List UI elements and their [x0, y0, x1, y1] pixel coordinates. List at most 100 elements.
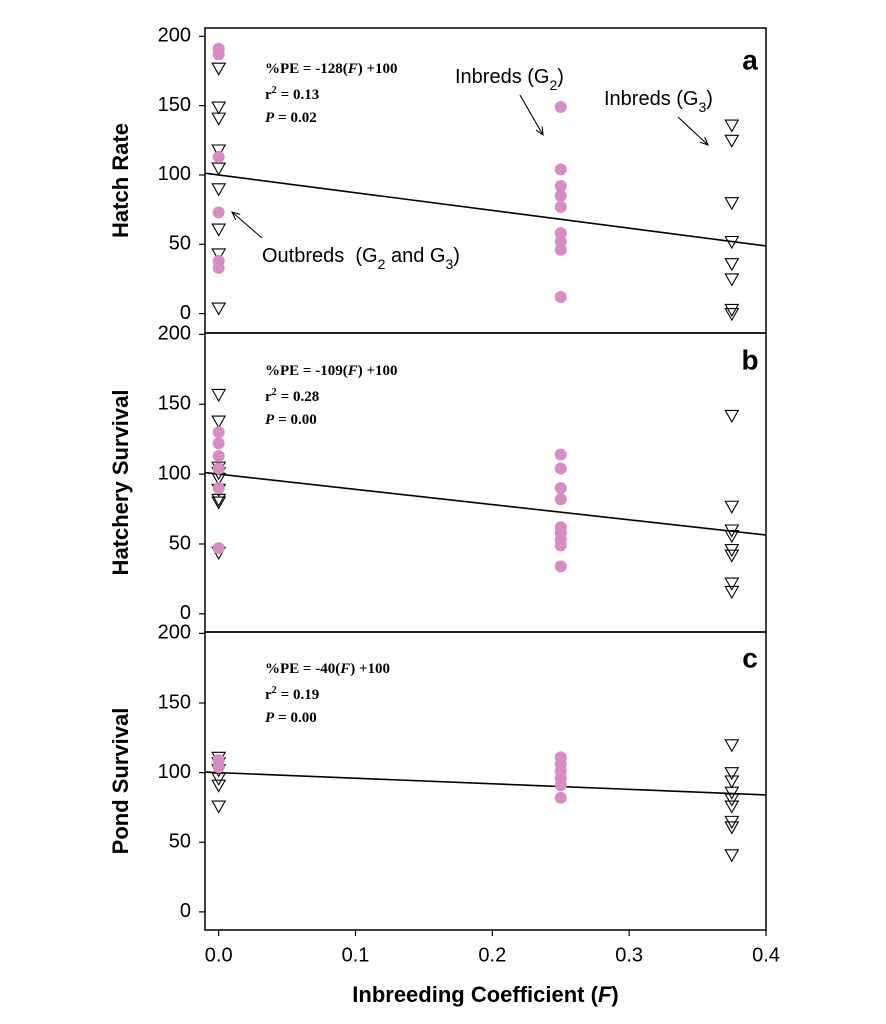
annotation-part: Inbreds (G [604, 88, 698, 110]
equation-part: ) +100 [358, 61, 398, 77]
point [724, 549, 740, 563]
x-tick-label: 0.1 [342, 944, 370, 966]
point [212, 206, 225, 219]
x-tick-label: 0.2 [478, 944, 506, 966]
y-tick-label: 100 [158, 163, 191, 185]
equation: %PE = -109(F) +100 [265, 363, 398, 379]
point [554, 448, 567, 461]
point [212, 261, 225, 274]
x-tick-label: 0.4 [752, 944, 780, 966]
stat-text: = 0.00 [278, 710, 317, 726]
stat-symbol: r [265, 87, 272, 103]
point [724, 585, 740, 600]
point [211, 162, 227, 176]
x-axis-label: Inbreeding Coefficient (F) [352, 982, 618, 1007]
point [724, 767, 740, 781]
stat-text: = 0.13 [281, 87, 320, 103]
point [554, 779, 567, 792]
point [212, 426, 225, 439]
point [724, 308, 740, 322]
point [211, 144, 227, 158]
y-tick-label: 200 [158, 323, 191, 345]
point [212, 449, 225, 462]
annotation-part: ) [706, 88, 713, 110]
point [554, 101, 567, 114]
point [212, 462, 225, 475]
stat-sup: 2 [272, 685, 277, 696]
point [211, 415, 227, 429]
point [211, 223, 227, 237]
point [724, 821, 740, 835]
point [211, 772, 227, 786]
panel-frame [204, 631, 767, 931]
stat: P = 0.02 [265, 110, 317, 126]
point [211, 248, 227, 262]
stat-text: = 0.19 [281, 687, 320, 703]
stat-text: = 0.02 [278, 110, 317, 126]
point [554, 791, 567, 804]
point [724, 258, 740, 272]
point [211, 302, 227, 316]
y-tick-label: 200 [158, 25, 191, 47]
annotation-part: 2 [378, 256, 386, 272]
point [211, 62, 227, 76]
y-tick-label: 100 [158, 761, 191, 783]
stat: r2 = 0.13 [265, 85, 319, 104]
annotation-part: Inbreds (G [455, 66, 549, 88]
point [554, 200, 567, 213]
annotation-part: Outbreds (G [262, 245, 378, 267]
point [554, 235, 567, 248]
point [211, 800, 227, 814]
annotation: Inbreds (G3) [604, 88, 713, 114]
stat-symbol: P [265, 710, 275, 726]
equation-part: ) +100 [350, 661, 390, 677]
annotation-part: 3 [698, 99, 706, 115]
y-tick-label: 50 [169, 233, 191, 255]
y-axis-label: Hatch Rate [108, 123, 133, 238]
annotation-part: 3 [445, 256, 453, 272]
fit-line [204, 771, 767, 796]
point [724, 235, 740, 250]
point [554, 493, 567, 506]
point [554, 227, 567, 240]
annotation-part: ) [557, 66, 564, 88]
x-tick-label: 0.0 [205, 944, 233, 966]
annotation-arrow [232, 212, 263, 239]
point [212, 542, 225, 555]
x-axis-label-part: Inbreeding Coefficient ( [352, 982, 598, 1007]
annotation: Outbreds (G2 and G3) [262, 245, 460, 271]
stat: P = 0.00 [265, 412, 317, 428]
y-axis-label: Hatchery Survival [108, 390, 133, 576]
point [724, 197, 740, 211]
point [211, 183, 227, 197]
stat-text: = 0.00 [278, 412, 317, 428]
annotation: Inbreds (G2) [455, 66, 564, 92]
y-tick-label: 0 [180, 302, 191, 324]
point [724, 273, 740, 287]
y-tick-label: 150 [158, 691, 191, 713]
stat: P = 0.00 [265, 710, 317, 726]
point [554, 482, 567, 495]
x-axis-label-part: F [598, 982, 612, 1007]
point [212, 437, 225, 450]
stat-symbol: r [265, 687, 272, 703]
point [724, 500, 740, 514]
annotation-part: ) [453, 245, 460, 267]
point [212, 761, 225, 774]
fit-line [204, 172, 767, 247]
point [724, 793, 740, 807]
equation-part: F [347, 61, 358, 77]
point [554, 180, 567, 193]
y-tick-label: 150 [158, 94, 191, 116]
x-axis-label-part: ) [611, 982, 618, 1007]
y-tick-label: 200 [158, 622, 191, 644]
equation: %PE = -40(F) +100 [265, 661, 390, 677]
point [554, 189, 567, 202]
equation-part: F [347, 363, 358, 379]
y-tick-label: 0 [180, 900, 191, 922]
equation-part: %PE = -128( [265, 61, 348, 77]
equation-part: F [339, 661, 350, 677]
point [554, 539, 567, 552]
point [724, 786, 740, 800]
